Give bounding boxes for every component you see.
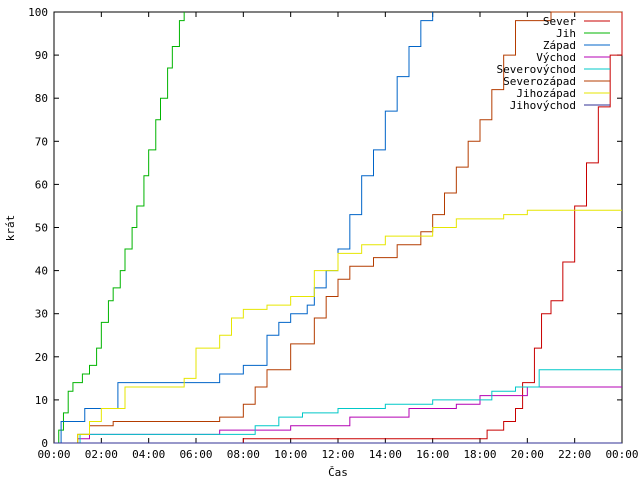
y-tick-label: 0 bbox=[41, 437, 48, 450]
legend-label: Západ bbox=[543, 39, 576, 52]
x-tick-label: 06:00 bbox=[179, 448, 212, 461]
series-line-4 bbox=[77, 369, 622, 444]
y-tick-label: 40 bbox=[35, 265, 48, 278]
y-axis-label: krát bbox=[4, 215, 17, 242]
legend-label: Severovýchod bbox=[497, 63, 576, 76]
x-tick-label: 00:00 bbox=[37, 448, 70, 461]
x-tick-label: 18:00 bbox=[463, 448, 496, 461]
x-tick-label: 08:00 bbox=[227, 448, 260, 461]
x-tick-label: 20:00 bbox=[511, 448, 544, 461]
legend-label: Severozápad bbox=[503, 75, 576, 88]
series-line-2 bbox=[56, 12, 434, 444]
x-tick-label: 22:00 bbox=[558, 448, 591, 461]
y-tick-label: 30 bbox=[35, 308, 48, 321]
series-lines bbox=[54, 11, 623, 444]
y-tick-label: 100 bbox=[28, 6, 48, 19]
legend-label: Jihozápad bbox=[516, 87, 576, 100]
y-tick-label: 60 bbox=[35, 178, 48, 191]
y-tick-label: 10 bbox=[35, 394, 48, 407]
legend-label: Jihovýchod bbox=[510, 99, 576, 112]
series-line-6 bbox=[72, 209, 622, 444]
x-tick-label: 04:00 bbox=[132, 448, 165, 461]
x-tick-label: 10:00 bbox=[274, 448, 307, 461]
legend-label: Jih bbox=[556, 27, 576, 40]
x-tick-label: 14:00 bbox=[369, 448, 402, 461]
legend: SeverJihZápadVýchodSeverovýchodSeverozáp… bbox=[497, 15, 610, 112]
x-tick-label: 12:00 bbox=[321, 448, 354, 461]
y-tick-label: 90 bbox=[35, 49, 48, 62]
legend-label: Východ bbox=[536, 51, 576, 64]
y-tick-label: 70 bbox=[35, 135, 48, 148]
y-tick-label: 20 bbox=[35, 351, 48, 364]
x-tick-label: 00:00 bbox=[605, 448, 638, 461]
series-line-1 bbox=[54, 12, 185, 444]
y-tick-label: 50 bbox=[35, 222, 48, 235]
legend-label: Sever bbox=[543, 15, 576, 28]
series-line-3 bbox=[61, 386, 622, 444]
x-tick-label: 16:00 bbox=[416, 448, 449, 461]
x-axis-label: Čas bbox=[328, 466, 348, 479]
axis-ticks: 00:00 02:00 04:00 06:00 08:00 10:00 12:00 14:00… bbox=[28, 6, 638, 461]
x-tick-label: 02:00 bbox=[85, 448, 118, 461]
y-tick-label: 80 bbox=[35, 92, 48, 105]
series-line-0 bbox=[238, 12, 623, 444]
series-line-5 bbox=[65, 11, 622, 444]
